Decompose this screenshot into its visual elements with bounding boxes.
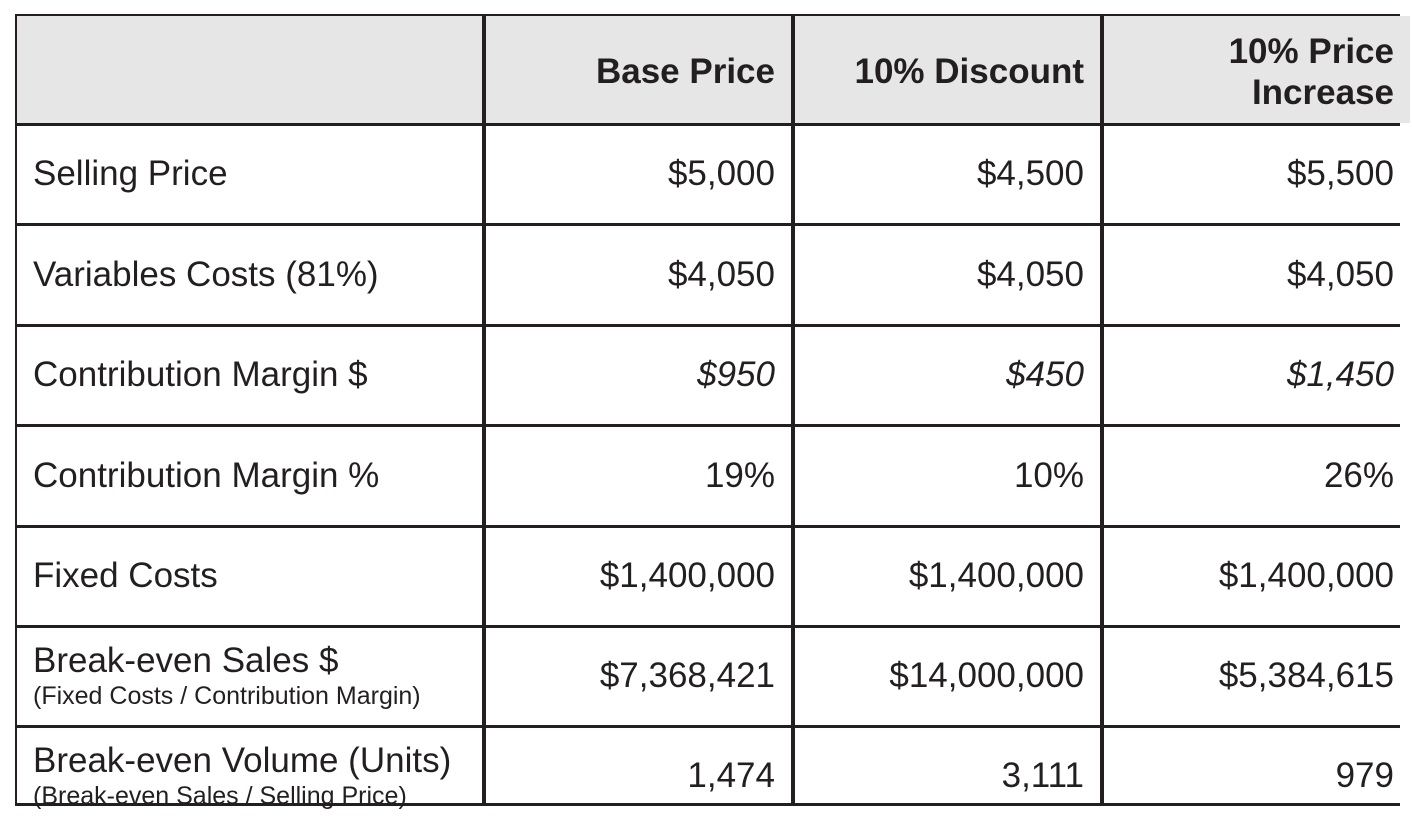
cell-value: $1,400,000 xyxy=(908,556,1084,596)
cell-value: $14,000,000 xyxy=(889,656,1084,696)
table-cell: $5,500 xyxy=(1104,126,1410,223)
cell-value: $4,050 xyxy=(1286,254,1394,294)
table-cell: $1,400,000 xyxy=(486,528,791,625)
row-label-cell: Break-even Sales $ (Fixed Costs / Contrib… xyxy=(17,628,482,725)
cell-value: 979 xyxy=(1335,756,1394,796)
table-cell: 979 xyxy=(1104,728,1410,825)
cell-value: 10% xyxy=(1013,455,1084,495)
cell-value: $5,500 xyxy=(1286,154,1394,194)
table-cell: $14,000,000 xyxy=(795,628,1100,725)
cell-value: 19% xyxy=(704,455,775,495)
cell-value: 3,111 xyxy=(1001,756,1084,796)
table-cell: $4,050 xyxy=(486,226,791,324)
table-cell: $4,500 xyxy=(795,126,1100,223)
table-cell: $1,450 xyxy=(1104,327,1410,424)
header-corner-cell xyxy=(17,16,482,123)
table-cell: 10% xyxy=(795,427,1100,525)
column-header: 10% Discount xyxy=(795,16,1100,123)
cell-value: $5,384,615 xyxy=(1218,656,1394,696)
cell-value: $4,050 xyxy=(976,254,1084,294)
table-cell: $7,368,421 xyxy=(486,628,791,725)
row-label: Fixed Costs xyxy=(33,556,218,596)
row-label: Contribution Margin % xyxy=(33,455,380,495)
table-cell: $450 xyxy=(795,327,1100,424)
table-cell: 1,474 xyxy=(486,728,791,825)
table-cell: 3,111 xyxy=(795,728,1100,825)
row-label-cell: Variables Costs (81%) xyxy=(17,226,482,324)
cell-value: $1,400,000 xyxy=(1218,556,1394,596)
cell-value: $7,368,421 xyxy=(599,656,775,696)
row-label-cell: Contribution Margin $ xyxy=(17,327,482,424)
table-cell: 19% xyxy=(486,427,791,525)
row-sublabel: (Fixed Costs / Contribution Margin) xyxy=(33,682,421,711)
cell-value: $4,050 xyxy=(667,254,775,294)
table-bottom-border xyxy=(15,803,1400,806)
row-sublabel: (Break-even Sales / Selling Price) xyxy=(33,782,407,811)
column-header: Base Price xyxy=(486,16,791,123)
row-label: Contribution Margin $ xyxy=(33,355,368,395)
table-cell: 26% xyxy=(1104,427,1410,525)
cell-value: $5,000 xyxy=(667,154,775,194)
row-label-cell: Contribution Margin % xyxy=(17,427,482,525)
cell-value: 26% xyxy=(1323,455,1394,495)
column-header-label: 10% Discount xyxy=(854,52,1085,92)
table-cell: $1,400,000 xyxy=(1104,528,1410,625)
cell-value: $4,500 xyxy=(976,154,1084,194)
column-header-label: Base Price xyxy=(595,52,775,92)
table-cell: $5,000 xyxy=(486,126,791,223)
cell-value: $450 xyxy=(1006,355,1084,395)
cell-value: $1,450 xyxy=(1286,355,1394,395)
column-header-label: 10% Price Increase xyxy=(1228,32,1394,112)
column-header: 10% Price Increase xyxy=(1104,16,1410,123)
table-cell: $950 xyxy=(486,327,791,424)
row-label: Selling Price xyxy=(33,154,228,194)
pricing-table: Base Price 10% Discount 10% Price Increase… xyxy=(15,14,1410,825)
row-label-cell: Break-even Volume (Units) (Break-even Sal… xyxy=(17,728,482,825)
row-label-cell: Fixed Costs xyxy=(17,528,482,625)
row-label-cell: Selling Price xyxy=(17,126,482,223)
table-cell: $5,384,615 xyxy=(1104,628,1410,725)
cell-value: $950 xyxy=(697,355,775,395)
table-cell: $4,050 xyxy=(1104,226,1410,324)
row-label: Break-even Volume (Units) xyxy=(33,740,452,780)
table-cell: $1,400,000 xyxy=(795,528,1100,625)
table-cell: $4,050 xyxy=(795,226,1100,324)
cell-value: $1,400,000 xyxy=(599,556,775,596)
row-label: Break-even Sales $ xyxy=(33,640,339,680)
cell-value: 1,474 xyxy=(687,756,775,796)
row-label: Variables Costs (81%) xyxy=(33,254,379,294)
